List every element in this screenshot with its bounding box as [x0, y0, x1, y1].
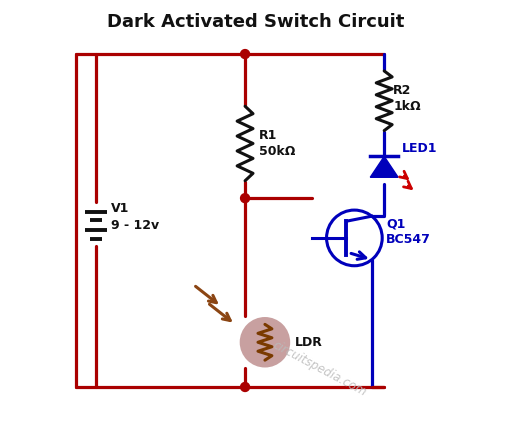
Circle shape [241, 194, 249, 202]
Text: 1kΩ: 1kΩ [393, 100, 421, 113]
Text: 50kΩ: 50kΩ [259, 145, 295, 158]
Text: Dark Activated Switch Circuit: Dark Activated Switch Circuit [107, 13, 405, 31]
Text: R1: R1 [259, 129, 277, 142]
Circle shape [241, 50, 249, 59]
Text: BC547: BC547 [386, 233, 431, 246]
Polygon shape [370, 156, 398, 177]
Text: LED1: LED1 [402, 142, 437, 155]
Text: V1: V1 [111, 202, 129, 215]
Text: circuitspedia.com: circuitspedia.com [270, 339, 369, 399]
Text: 9 - 12v: 9 - 12v [111, 220, 159, 233]
Circle shape [241, 383, 249, 392]
Text: LDR: LDR [295, 336, 322, 349]
Circle shape [241, 319, 289, 366]
Text: Q1: Q1 [386, 217, 406, 231]
Text: R2: R2 [393, 84, 411, 97]
